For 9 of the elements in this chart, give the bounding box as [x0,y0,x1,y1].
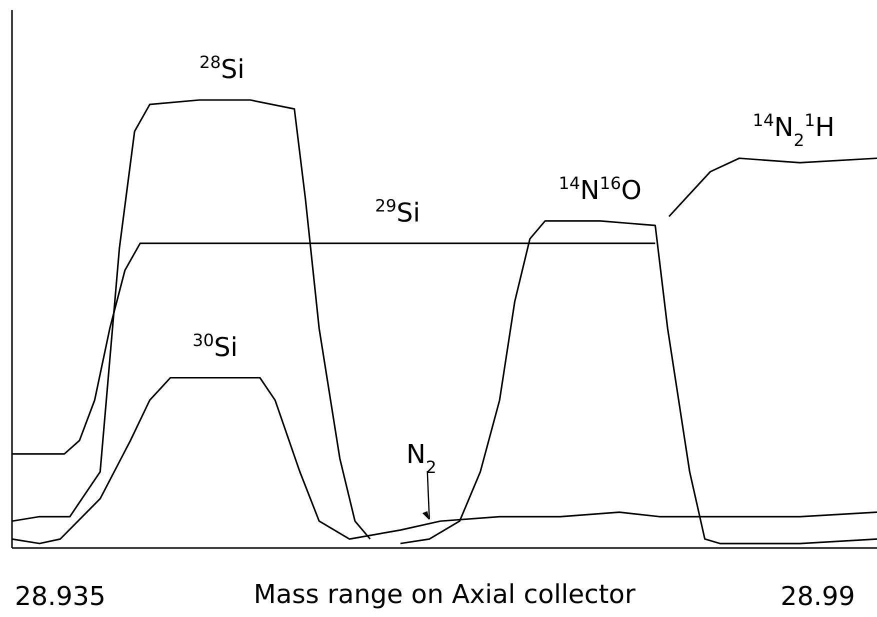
series-label: $^{14}$N$^{16}$O [558,172,642,206]
series-label: $^{14}$N$_{2}$$^{1}$H [752,110,835,150]
x-tick-label: 28.99 [780,582,855,612]
x-axis-title: Mass range on Axial collector [254,580,636,610]
x-tick-label: 28.935 [14,582,106,612]
series-label: $^{29}$Si [375,195,420,228]
series-label: $^{28}$Si [199,52,245,85]
series-label: $^{30}$Si [192,330,238,363]
annotation: N$_{2}$ [406,440,436,478]
